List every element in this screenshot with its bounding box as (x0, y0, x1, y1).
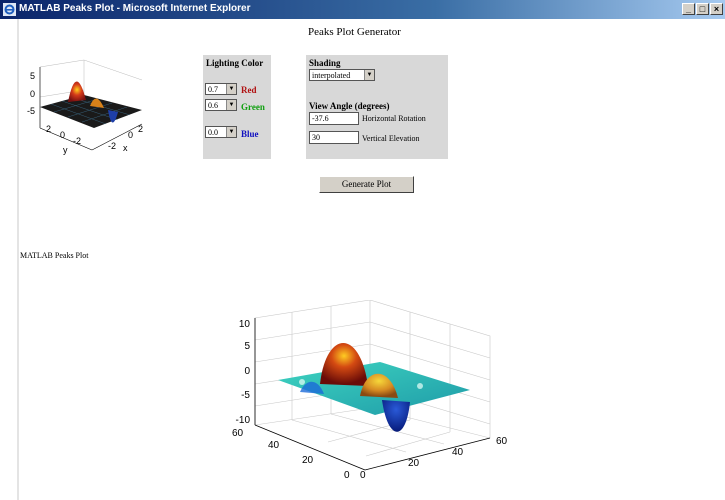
z-axis-tick: 5 (244, 341, 250, 352)
thumbnail-z-tick: 0 (30, 89, 35, 99)
thumbnail-z-tick: 5 (30, 71, 35, 81)
surface-highlight (299, 379, 305, 385)
thumbnail-axes (39, 67, 143, 151)
z-axis-tick: 0 (244, 366, 250, 377)
surface-trough (382, 400, 410, 432)
red-value-select[interactable]: 0.7 ▼ (205, 83, 237, 95)
horizontal-rotation-input[interactable]: -37.6 (309, 112, 359, 125)
blue-value: 0.0 (208, 128, 218, 137)
y-axis-tick: 0 (344, 470, 350, 481)
x-axis-tick: 60 (496, 436, 508, 447)
z-axis-tick: -10 (236, 415, 251, 426)
surface-highlight (417, 383, 423, 389)
shading-panel: Shading interpolated ▼ View Angle (degre… (306, 55, 448, 159)
green-label: Green (241, 102, 265, 112)
lighting-color-title: Lighting Color (206, 58, 264, 68)
x-axis-tick: 0 (360, 470, 366, 481)
x-axis-tick: 40 (452, 447, 464, 458)
thumbnail-second-peak (90, 98, 104, 108)
red-value: 0.7 (208, 85, 218, 94)
green-value-select[interactable]: 0.6 ▼ (205, 99, 237, 111)
window-left-border (17, 19, 19, 500)
thumbnail-plot: 5 0 -5 2 0 -2 y -2 0 2 x (27, 59, 143, 155)
page-title: Peaks Plot Generator (308, 26, 401, 38)
blue-dropdown-arrow-icon[interactable]: ▼ (226, 127, 236, 137)
x-axis-tick: 20 (408, 458, 420, 469)
thumbnail-x-tick: -2 (108, 141, 116, 151)
red-label: Red (241, 85, 257, 95)
peaks-surface-plot: 10 5 0 -5 -10 60 40 20 0 0 20 40 60 (232, 300, 508, 481)
maximize-button[interactable]: □ (696, 3, 709, 15)
thumbnail-x-tick: 0 (128, 130, 133, 140)
minimize-button[interactable]: _ (682, 3, 695, 15)
view-angle-title: View Angle (degrees) (309, 101, 390, 111)
thumbnail-surface-base (40, 95, 142, 128)
thumbnail-y-tick: 0 (60, 130, 65, 140)
shading-title: Shading (309, 58, 341, 68)
generate-plot-button[interactable]: Generate Plot (319, 176, 414, 193)
window-titlebar: MATLAB Peaks Plot - Microsoft Internet E… (0, 0, 725, 19)
thumbnail-main-peak (68, 81, 86, 102)
shading-value: interpolated (312, 71, 351, 80)
y-axis-tick: 40 (268, 440, 280, 451)
red-dropdown-arrow-icon[interactable]: ▼ (226, 84, 236, 94)
thumbnail-y-tick: -2 (73, 136, 81, 146)
y-axis-tick: 60 (232, 428, 244, 439)
vertical-elevation-input[interactable]: 30 (309, 131, 359, 144)
thumbnail-y-tick: 2 (46, 124, 51, 134)
surface-main-peak (320, 343, 368, 386)
blue-value-select[interactable]: 0.0 ▼ (205, 126, 237, 138)
thumbnail-z-tick: -5 (27, 106, 35, 116)
surface-left-dip (300, 381, 324, 394)
shading-dropdown-arrow-icon[interactable]: ▼ (364, 70, 374, 80)
blue-label: Blue (241, 129, 259, 139)
internet-explorer-icon (3, 3, 16, 16)
window-title: MATLAB Peaks Plot - Microsoft Internet E… (19, 3, 251, 14)
close-button[interactable]: × (710, 3, 723, 15)
z-axis-tick: 10 (239, 319, 251, 330)
thumbnail-trough (108, 110, 118, 123)
horizontal-rotation-label: Horizontal Rotation (362, 114, 426, 123)
plot-axes (254, 318, 491, 471)
thumbnail-x-tick: 2 (138, 124, 143, 134)
z-axis-tick: -5 (241, 390, 250, 401)
thumbnail-x-label: x (123, 143, 128, 153)
plot-caption: MATLAB Peaks Plot (20, 251, 89, 260)
surface-second-peak (360, 373, 398, 398)
green-value: 0.6 (208, 101, 218, 110)
lighting-color-panel: Lighting Color 0.7 ▼ Red 0.6 ▼ Green 0.0… (203, 55, 271, 159)
green-dropdown-arrow-icon[interactable]: ▼ (226, 100, 236, 110)
y-axis-tick: 20 (302, 455, 314, 466)
vertical-elevation-label: Vertical Elevation (362, 134, 420, 143)
thumbnail-y-label: y (63, 145, 68, 155)
shading-select[interactable]: interpolated ▼ (309, 69, 375, 81)
